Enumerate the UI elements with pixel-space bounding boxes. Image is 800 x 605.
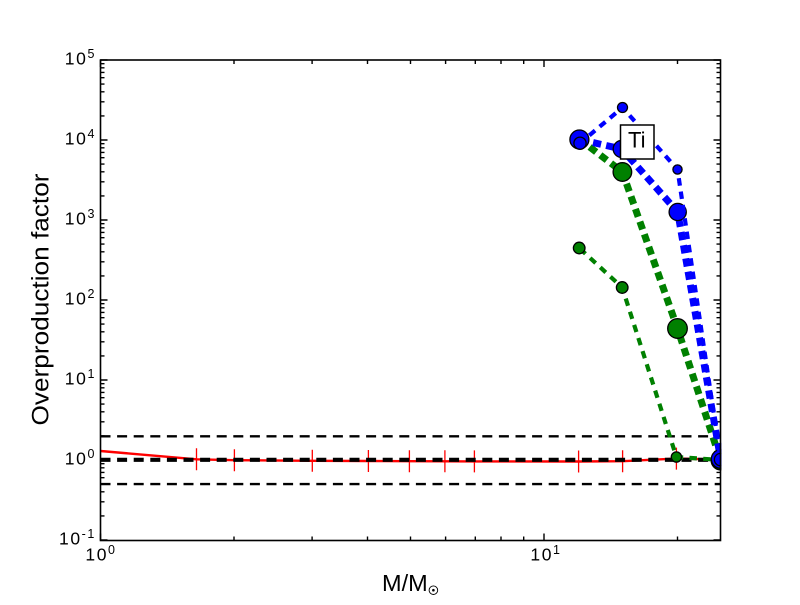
svg-text:M/M: M/M <box>382 570 428 596</box>
svg-text:105: 105 <box>65 47 96 69</box>
svg-text:100: 100 <box>65 447 96 469</box>
svg-text:102: 102 <box>65 287 96 309</box>
svg-text:101: 101 <box>65 367 96 389</box>
svg-text:Overproduction factor: Overproduction factor <box>28 174 55 426</box>
svg-text:Ti: Ti <box>628 128 646 153</box>
svg-text:103: 103 <box>65 207 96 229</box>
svg-text:104: 104 <box>65 127 96 149</box>
svg-text:101: 101 <box>530 543 561 565</box>
svg-text:100: 100 <box>85 543 116 565</box>
